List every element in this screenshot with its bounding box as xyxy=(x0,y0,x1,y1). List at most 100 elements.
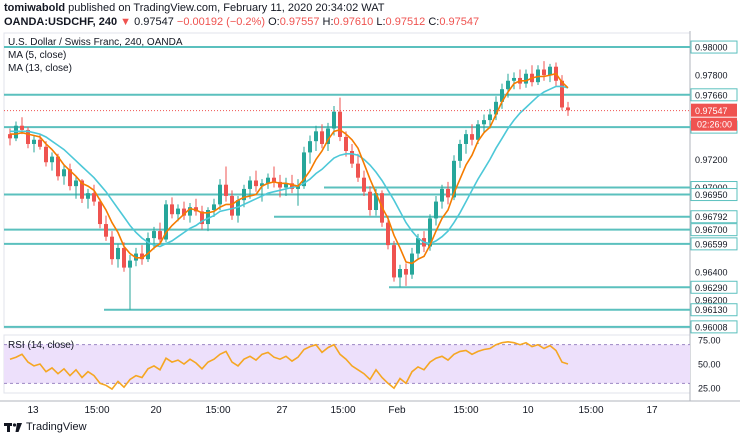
price-tick-label: 0.97800 xyxy=(695,71,728,81)
candle-body xyxy=(146,238,150,260)
low-value: 0.97512 xyxy=(385,16,426,28)
symbol-label: OANDA:USDCHF, 240 xyxy=(4,16,118,28)
candle-body xyxy=(8,134,12,139)
time-tick-label: 17 xyxy=(646,405,658,416)
candle-body xyxy=(362,177,366,192)
candle-body xyxy=(560,80,564,108)
candle-body xyxy=(152,231,156,239)
open-value: 0.97557 xyxy=(279,16,320,28)
close-value: 0.97547 xyxy=(439,16,480,28)
countdown-tag xyxy=(691,117,737,131)
time-tick-label: 13 xyxy=(27,405,39,416)
candle-body xyxy=(476,124,480,140)
candle-body xyxy=(176,208,180,215)
ma5-line xyxy=(10,72,569,265)
candle-body xyxy=(350,151,354,164)
candle-body xyxy=(416,238,420,254)
legend-title: U.S. Dollar / Swiss Franc, 240, OANDA xyxy=(8,37,183,48)
rsi-tick-label: 75.00 xyxy=(698,335,721,345)
candle-body xyxy=(278,181,282,188)
author-name[interactable]: tomiwabold xyxy=(4,2,66,14)
candle-body xyxy=(374,193,378,210)
time-tick-label: 15:00 xyxy=(84,405,109,416)
footer: TradingView xyxy=(4,418,87,436)
price-tick-label: 0.97000 xyxy=(695,183,728,193)
candle-body xyxy=(140,253,144,260)
candle-body xyxy=(440,188,444,202)
candle-body xyxy=(512,77,516,81)
price-pane-frame xyxy=(3,32,691,329)
time-tick-label: 10 xyxy=(522,405,534,416)
price-tick-label: 0.96792 xyxy=(695,212,728,222)
candle-body xyxy=(302,152,306,187)
high-label: H: xyxy=(322,16,334,28)
time-tick-label: 15:00 xyxy=(205,405,230,416)
symbol-info: OANDA:USDCHF, 240 ▼ 0.97547 −0.00192 (−0… xyxy=(4,16,479,28)
price-tick-label: 0.96200 xyxy=(695,295,728,305)
chart-area[interactable]: 0.980000.978000.976600.974300.972000.970… xyxy=(0,31,740,419)
candle-body xyxy=(248,180,252,189)
candle-body xyxy=(404,269,408,275)
level-tag xyxy=(690,320,738,334)
candle-body xyxy=(188,207,192,216)
price-tick-label: 0.98000 xyxy=(695,43,728,53)
candle-body xyxy=(164,204,168,240)
level-tag xyxy=(690,210,738,224)
price-tick-label: 0.96008 xyxy=(695,322,728,332)
rsi-tick-label: 50.00 xyxy=(698,360,721,370)
last-price-tag xyxy=(691,103,737,117)
candle-body xyxy=(26,129,30,144)
time-tick-label: 15:00 xyxy=(578,405,603,416)
price-tick-label: 0.96599 xyxy=(695,239,728,249)
candle-body xyxy=(158,231,162,240)
candle-body xyxy=(296,186,300,189)
candle-body xyxy=(470,134,474,140)
price-tick-label: 0.97660 xyxy=(695,90,728,100)
candle-body xyxy=(332,111,336,129)
candle-body xyxy=(62,169,66,177)
candle-body xyxy=(80,180,84,199)
level-tag xyxy=(690,303,738,317)
candle-body xyxy=(128,260,132,268)
candle-body xyxy=(218,184,222,205)
candle-body xyxy=(320,131,324,144)
publish-info: tomiwabold published on TradingView.com,… xyxy=(4,2,385,14)
candle-body xyxy=(98,201,102,225)
last-price-arrow-icon: ▼ xyxy=(120,16,132,28)
time-tick-label: 27 xyxy=(276,405,288,416)
candle-body xyxy=(74,180,78,187)
candle-body xyxy=(500,89,504,102)
price-tick-label: 0.96700 xyxy=(695,225,728,235)
tradingview-logo-icon[interactable] xyxy=(4,421,22,433)
candle-body xyxy=(482,120,486,125)
candle-body xyxy=(104,224,108,237)
price-chart-svg[interactable]: 0.980000.978000.976600.974300.972000.970… xyxy=(0,31,740,419)
candle-body xyxy=(458,143,462,161)
price-tick-label: 0.96950 xyxy=(695,190,728,200)
candle-body xyxy=(266,177,270,184)
candle-body xyxy=(446,188,450,198)
time-tick-label: 15:00 xyxy=(453,405,478,416)
footer-brand[interactable]: TradingView xyxy=(26,421,87,433)
candle-body xyxy=(212,204,216,210)
time-tick-label: 15:00 xyxy=(330,405,355,416)
candle-body xyxy=(494,101,498,115)
level-tag xyxy=(690,223,738,237)
chart-header: tomiwabold published on TradingView.com,… xyxy=(0,0,740,30)
candle-body xyxy=(464,134,468,144)
candle-body xyxy=(542,69,546,76)
candle-body xyxy=(122,247,126,268)
level-tag xyxy=(690,237,738,251)
price-change: −0.00192 (−0.2%) xyxy=(176,16,265,28)
price-tick-label: 0.97200 xyxy=(695,155,728,165)
price-tick-label: 0.96290 xyxy=(695,283,728,293)
candle-body xyxy=(428,218,432,247)
candle-body xyxy=(566,107,570,111)
low-label: L: xyxy=(376,16,386,28)
candle-body xyxy=(344,136,348,151)
candle-body xyxy=(488,114,492,121)
candle-body xyxy=(314,131,318,142)
candle-body xyxy=(272,177,276,182)
level-tag xyxy=(690,280,738,294)
level-tag xyxy=(690,88,738,102)
